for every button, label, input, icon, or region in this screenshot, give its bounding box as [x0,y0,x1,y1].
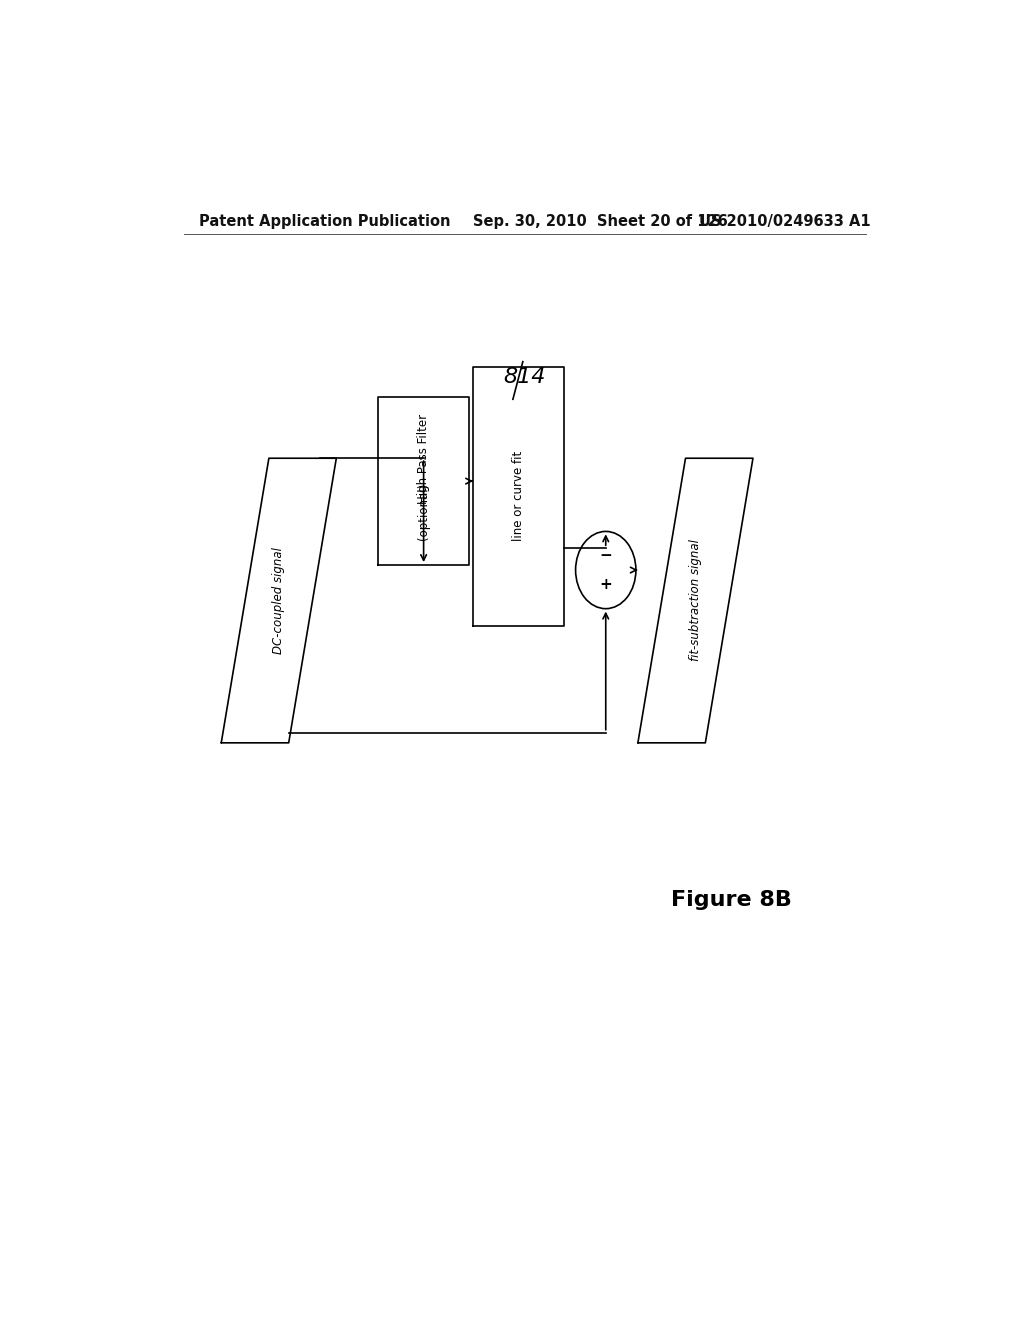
Text: −: − [599,548,612,562]
Text: Figure 8B: Figure 8B [671,891,792,911]
Text: fit-subtraction signal: fit-subtraction signal [689,540,701,661]
Text: Sep. 30, 2010  Sheet 20 of 126: Sep. 30, 2010 Sheet 20 of 126 [473,214,728,228]
Text: US 2010/0249633 A1: US 2010/0249633 A1 [699,214,871,228]
Text: +: + [599,577,612,593]
Text: (optional): (optional) [417,483,430,540]
Text: Patent Application Publication: Patent Application Publication [200,214,451,228]
Text: line or curve fit: line or curve fit [512,451,525,541]
Text: DC-coupled signal: DC-coupled signal [272,546,286,653]
Text: 814: 814 [504,367,546,387]
Text: High Pass Filter: High Pass Filter [417,413,430,504]
